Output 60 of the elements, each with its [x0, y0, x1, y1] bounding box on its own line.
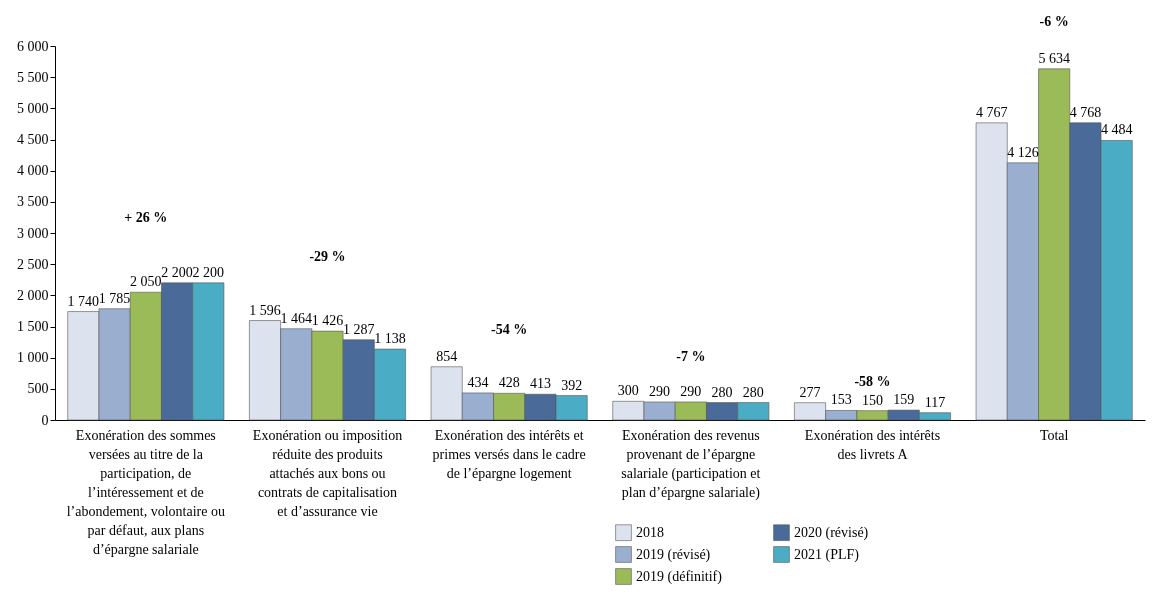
annotation: -7 %: [676, 349, 706, 364]
data-label: 4 484: [1100, 122, 1133, 138]
data-label: 300: [617, 383, 639, 399]
data-label: 290: [680, 383, 702, 399]
y-tick-label: 1 500: [17, 319, 49, 334]
data-label: 2 050: [130, 274, 162, 290]
data-label: 4 768: [1069, 104, 1102, 120]
data-label: 392: [561, 377, 583, 393]
data-label: 854: [436, 348, 458, 364]
y-tick-label: 1 000: [17, 350, 49, 366]
data-label: 5 634: [1038, 50, 1070, 66]
data-label: 2 200: [192, 264, 225, 280]
data-label: 1 287: [343, 321, 375, 337]
data-label: 117: [924, 394, 946, 410]
legend-label: 2019 (révisé): [636, 546, 711, 563]
data-label: 413: [529, 376, 551, 392]
data-label: 1 785: [98, 290, 131, 306]
y-tick-label: 2 500: [17, 256, 49, 272]
y-tick-label: 4 000: [17, 163, 49, 179]
data-label: 1 464: [280, 310, 312, 326]
annotation: -58 %: [854, 374, 891, 389]
y-tick-label: 3 500: [17, 194, 49, 210]
y-tick-label: 3 000: [17, 225, 49, 241]
data-label: 150: [862, 392, 883, 408]
annotation: -29 %: [309, 249, 346, 264]
y-tick-label: 2 000: [17, 287, 49, 303]
data-label: 1 138: [374, 331, 406, 347]
legend-label: 2018: [636, 524, 664, 540]
x-tick-label: Exonération des sommes versées au titre de la participation, de l’intéressement et de l’abondement, volontaire ou par défaut, aux plans d’épargne salariale: [66, 427, 225, 557]
x-tick-label: Exonération des intérêts des livrets A: [804, 427, 941, 462]
data-label: 4 767: [975, 104, 1008, 120]
x-tick-label: Exonération des revenus provenant de l’épargne salariale (participation et plan d’épargne salariale): [621, 427, 761, 501]
y-tick-label: 500: [27, 381, 49, 397]
x-tick-label: Exonération des intérêts et primes versés dans le cadre de l’épargne logement: [432, 427, 586, 481]
x-tick-label: Exonération ou imposition réduite des produits attachés aux bons ou contrats de capitalisation et d’assurance vie: [252, 427, 403, 519]
data-label: 159: [893, 392, 915, 408]
legend-label: 2020 (révisé): [794, 524, 869, 541]
data-label: 280: [742, 384, 764, 400]
data-label: 4 126: [1007, 144, 1039, 160]
y-tick-label: 4 500: [17, 132, 49, 147]
data-label: 290: [649, 383, 671, 399]
data-label: 1 596: [249, 302, 281, 318]
y-tick-label: 5 000: [17, 100, 49, 116]
y-tick-label: 0: [41, 412, 49, 428]
data-label: 2 200: [161, 264, 193, 280]
annotation: -54 %: [491, 322, 528, 337]
data-label: 1 740: [67, 293, 100, 309]
data-label: 434: [467, 374, 489, 390]
data-label: 280: [711, 384, 733, 400]
legend-label: 2021 (PLF): [794, 546, 860, 563]
data-label: 428: [498, 375, 520, 391]
data-label: 1 426: [311, 313, 344, 329]
x-tick-label: Total: [1039, 427, 1069, 443]
data-label: 277: [799, 384, 821, 400]
y-tick-label: 6 000: [17, 38, 49, 54]
annotation: + 26 %: [124, 210, 168, 225]
text: -6 %: [1039, 14, 1069, 29]
legend-label: 2019 (définitif): [636, 568, 723, 585]
data-label: 153: [830, 392, 852, 408]
y-tick-label: 5 500: [17, 69, 49, 85]
